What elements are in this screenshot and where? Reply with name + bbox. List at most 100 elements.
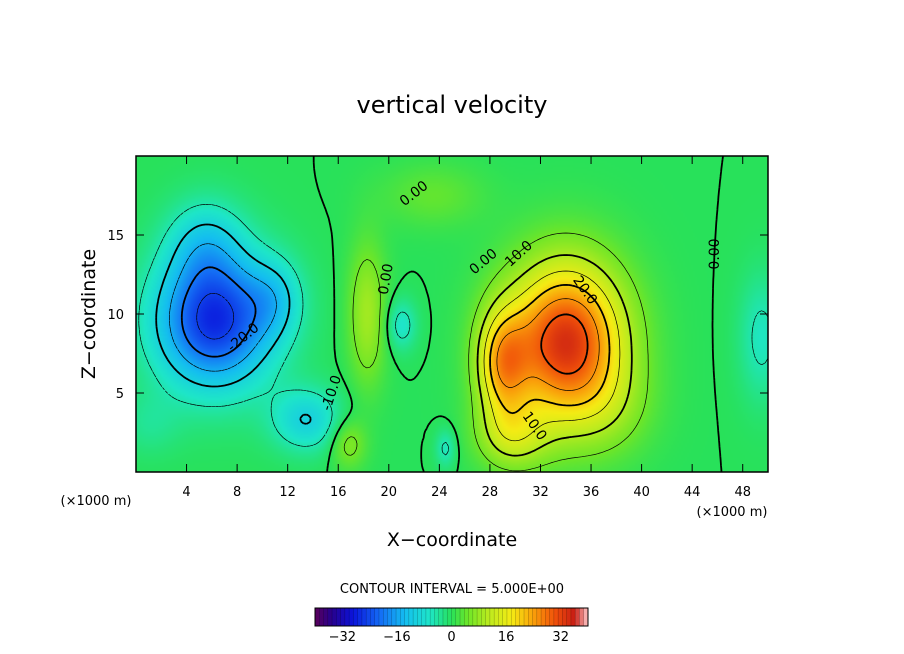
colorbar-swatch bbox=[387, 608, 393, 626]
colorbar-swatch bbox=[323, 608, 329, 626]
colorbar-tick-label: 32 bbox=[552, 630, 569, 645]
colorbar-swatch bbox=[425, 608, 431, 626]
colorbar-swatch bbox=[430, 608, 435, 626]
x-tick-label: 8 bbox=[233, 485, 241, 500]
contour-level-30 bbox=[540, 313, 589, 375]
colorbar-swatch bbox=[413, 608, 418, 626]
contour-level-25 bbox=[496, 298, 600, 391]
colorbar-swatch bbox=[391, 608, 397, 626]
colorbar-swatch bbox=[447, 608, 452, 626]
contour-label: 0.00 bbox=[376, 262, 397, 295]
y-tick-label: 15 bbox=[107, 229, 124, 244]
x-tick-label: 12 bbox=[279, 485, 296, 500]
contour-level-neg15 bbox=[169, 243, 277, 372]
colorbar-swatch bbox=[451, 608, 457, 626]
colorbar-swatch bbox=[494, 608, 499, 626]
colorbar-swatch bbox=[417, 608, 423, 626]
colorbar-swatch bbox=[353, 608, 359, 626]
colorbar-swatch bbox=[408, 608, 414, 626]
contour-interval-text: CONTOUR INTERVAL = 5.000E+00 bbox=[340, 582, 564, 597]
colorbar-swatch bbox=[515, 608, 521, 626]
colorbar-swatch bbox=[315, 608, 320, 626]
colorbar-swatch bbox=[460, 608, 465, 626]
colorbar-swatch bbox=[553, 608, 559, 626]
colorbar-ticks: −32 −16 0 16 32 bbox=[329, 630, 569, 645]
x-tick-label: 40 bbox=[633, 485, 650, 500]
colorbar-swatch bbox=[485, 608, 491, 626]
colorbar-swatch bbox=[357, 608, 363, 626]
colorbar-swatch bbox=[511, 608, 516, 626]
colorbar-swatch bbox=[519, 608, 525, 626]
y-tick-label: 5 bbox=[116, 387, 124, 402]
y-axis-units: (×1000 m) bbox=[61, 494, 132, 509]
x-tick-label: 4 bbox=[182, 485, 190, 500]
colorbar-tick-label: 16 bbox=[498, 630, 515, 645]
colorbar-swatch bbox=[319, 608, 324, 626]
y-tick-label: 10 bbox=[107, 308, 124, 323]
velocity-field bbox=[136, 156, 768, 472]
colorbar-swatch bbox=[396, 608, 401, 626]
x-tick-label: 32 bbox=[532, 485, 549, 500]
colorbar-swatch bbox=[477, 608, 482, 626]
y-axis: 5 10 15 bbox=[107, 229, 768, 402]
colorbar-swatch bbox=[404, 608, 410, 626]
contour-level-neg10 bbox=[155, 223, 312, 425]
colorbar-swatch bbox=[327, 608, 333, 626]
colorbar-swatch bbox=[528, 608, 533, 626]
colorbar-swatch bbox=[583, 608, 589, 626]
colorbar-swatch bbox=[349, 608, 354, 626]
x-axis: 4 8 12 16 20 24 28 32 36 40 44 48 bbox=[182, 156, 751, 500]
colorbar-swatch bbox=[489, 608, 495, 626]
contour-label: 0.00 bbox=[707, 238, 723, 269]
colorbar-swatch bbox=[536, 608, 542, 626]
colorbar-swatch bbox=[383, 608, 388, 626]
colorbar bbox=[314, 607, 589, 627]
colorbar-swatch bbox=[464, 608, 469, 626]
colorbar-swatch bbox=[378, 608, 384, 626]
colorbar-swatch bbox=[421, 608, 427, 626]
y-axis-label: Z−coordinate bbox=[78, 249, 100, 379]
colorbar-swatch bbox=[579, 608, 585, 626]
plot-area: 0.000.000.00 10.020.010.00.00-20.0-10.0 bbox=[136, 156, 768, 472]
x-tick-label: 24 bbox=[431, 485, 448, 500]
colorbar-swatch bbox=[332, 608, 337, 626]
x-tick-label: 48 bbox=[734, 485, 751, 500]
colorbar-swatch bbox=[442, 608, 448, 626]
x-tick-label: 28 bbox=[482, 485, 499, 500]
x-axis-label: X−coordinate bbox=[387, 529, 517, 551]
colorbar-swatch bbox=[541, 608, 546, 626]
chart-title: vertical velocity bbox=[357, 91, 548, 119]
contour-level-20 bbox=[489, 284, 611, 415]
colorbar-swatch bbox=[498, 608, 504, 626]
x-tick-label: 36 bbox=[583, 485, 600, 500]
colorbar-swatch bbox=[566, 608, 572, 626]
contour-level-neg20 bbox=[180, 266, 257, 358]
contour-level-5 bbox=[343, 232, 649, 472]
colorbar-swatch bbox=[532, 608, 538, 626]
x-axis-units: (×1000 m) bbox=[697, 505, 768, 520]
colorbar-swatch bbox=[562, 608, 568, 626]
colorbar-swatch bbox=[468, 608, 474, 626]
colorbar-swatch bbox=[400, 608, 405, 626]
contour-level-10 bbox=[476, 254, 633, 457]
contour-lines bbox=[138, 156, 768, 472]
colorbar-swatch bbox=[570, 608, 576, 626]
colorbar-swatch bbox=[370, 608, 376, 626]
contour-level-neg5 bbox=[138, 204, 768, 456]
contour-level-neg25 bbox=[196, 292, 235, 340]
colorbar-swatch bbox=[472, 608, 478, 626]
colorbar-tick-label: 0 bbox=[447, 630, 455, 645]
x-tick-label: 16 bbox=[330, 485, 347, 500]
contour-level-15 bbox=[483, 270, 621, 442]
colorbar-swatch bbox=[481, 608, 487, 626]
colorbar-swatch bbox=[361, 608, 367, 626]
colorbar-tick-label: −32 bbox=[329, 630, 356, 645]
colorbar-swatch bbox=[545, 608, 551, 626]
colorbar-swatch bbox=[575, 608, 580, 626]
colorbar-swatch bbox=[558, 608, 563, 626]
colorbar-swatch bbox=[374, 608, 380, 626]
colorbar-tick-label: −16 bbox=[383, 630, 410, 645]
colorbar-swatch bbox=[455, 608, 461, 626]
colorbar-swatch bbox=[340, 608, 346, 626]
